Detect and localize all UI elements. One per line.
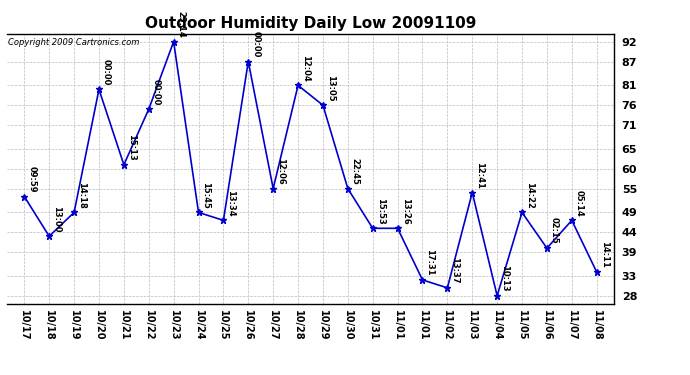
Text: 05:14: 05:14 xyxy=(575,190,584,216)
Text: 00:00: 00:00 xyxy=(152,79,161,105)
Text: 00:00: 00:00 xyxy=(102,59,111,86)
Text: 14:22: 14:22 xyxy=(525,182,534,209)
Title: Outdoor Humidity Daily Low 20091109: Outdoor Humidity Daily Low 20091109 xyxy=(145,16,476,31)
Text: 15:45: 15:45 xyxy=(201,182,210,209)
Text: 13:34: 13:34 xyxy=(226,190,235,216)
Text: 10:13: 10:13 xyxy=(500,265,509,292)
Text: 09:59: 09:59 xyxy=(28,166,37,193)
Text: 12:06: 12:06 xyxy=(276,158,285,184)
Text: 15:53: 15:53 xyxy=(375,198,385,224)
Text: 13:26: 13:26 xyxy=(401,198,410,224)
Text: 22:45: 22:45 xyxy=(351,158,359,184)
Text: 00:00: 00:00 xyxy=(251,31,260,58)
Text: 12:41: 12:41 xyxy=(475,162,484,189)
Text: 02:15: 02:15 xyxy=(550,217,559,244)
Text: 13:00: 13:00 xyxy=(52,206,61,232)
Text: 23:14: 23:14 xyxy=(177,11,186,38)
Text: 13:37: 13:37 xyxy=(451,257,460,284)
Text: Copyright 2009 Cartronics.com: Copyright 2009 Cartronics.com xyxy=(8,38,139,47)
Text: 14:18: 14:18 xyxy=(77,182,86,209)
Text: 13:05: 13:05 xyxy=(326,75,335,101)
Text: 15:13: 15:13 xyxy=(127,134,136,161)
Text: 14:11: 14:11 xyxy=(600,241,609,268)
Text: 12:04: 12:04 xyxy=(301,55,310,81)
Text: 17:31: 17:31 xyxy=(426,249,435,276)
